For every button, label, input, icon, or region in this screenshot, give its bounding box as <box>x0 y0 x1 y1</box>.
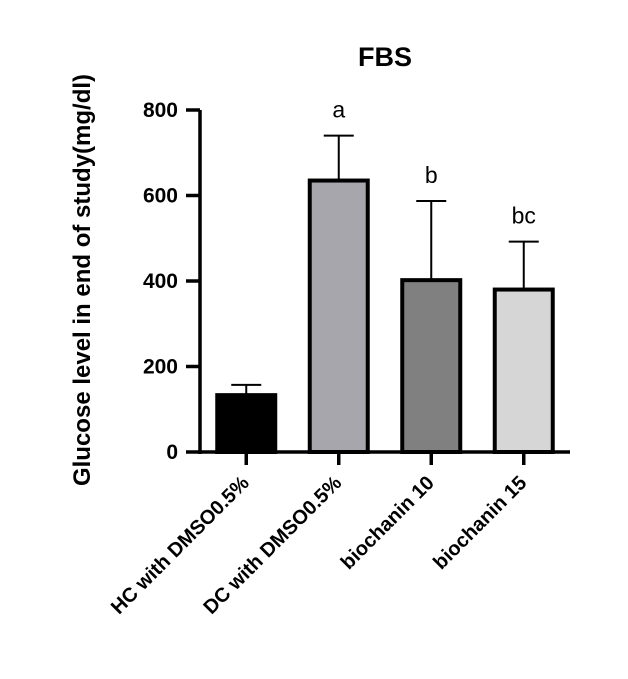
bars <box>215 178 555 454</box>
error-bars <box>231 134 539 396</box>
y-tick-label: 400 <box>143 270 178 293</box>
y-axis: 0 200 400 600 800 <box>143 99 202 464</box>
x-tick-label: biochanin 10 <box>337 472 439 574</box>
category-labels: HC with DMSO0.5%DC with DMSO0.5%biochani… <box>107 472 531 619</box>
x-axis <box>198 450 570 465</box>
annotations: a b bc <box>332 97 536 229</box>
bar <box>215 393 278 454</box>
y-tick-label: 800 <box>143 99 178 122</box>
significance-label: bc <box>512 203 536 229</box>
bar <box>400 278 463 454</box>
significance-label: b <box>425 162 438 188</box>
y-tick-label: 200 <box>143 356 178 379</box>
y-tick-label: 0 <box>166 441 178 464</box>
x-tick-label: biochanin 15 <box>429 472 531 574</box>
bar <box>307 178 370 454</box>
y-axis-title: Glucose level in end of study(mg/dl) <box>69 74 96 486</box>
bar <box>492 287 555 454</box>
chart-title: FBS <box>358 42 412 72</box>
y-tick-label: 600 <box>143 185 178 208</box>
significance-label: a <box>332 97 345 123</box>
